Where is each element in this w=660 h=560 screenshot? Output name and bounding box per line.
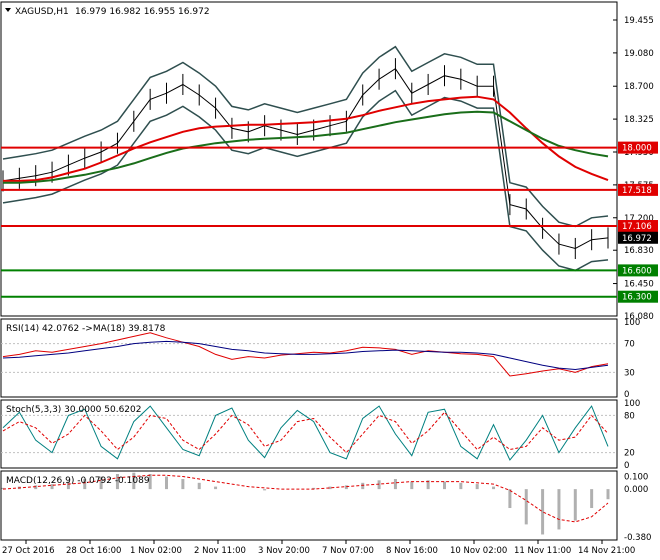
lower-band-line <box>2 89 609 272</box>
x-tick-label: 8 Nov 16:00 <box>386 546 438 556</box>
rsi-tick-label: 100 <box>624 318 640 328</box>
stoch-tick-label: 100 <box>624 399 640 409</box>
x-tick-label: 3 Nov 20:00 <box>258 546 310 556</box>
rsi-plot <box>1 332 617 377</box>
macd-tick-label: 0.100 <box>624 473 648 483</box>
stoch-tick-label: 20 <box>624 449 635 459</box>
level-tag-bg <box>618 220 658 233</box>
collapse-triangle-icon[interactable] <box>5 8 11 12</box>
symbol-label: XAGUSD,H1 <box>15 7 69 17</box>
price-tick-label: 16.830 <box>624 246 654 256</box>
macd-plot <box>1 472 610 535</box>
stoch-tick-label: 80 <box>624 411 635 421</box>
x-tick-label: 10 Nov 02:00 <box>450 546 507 556</box>
macd-signal-line <box>2 474 609 523</box>
price-tick-label: 17.200 <box>624 214 654 224</box>
current-price-tag-bg <box>618 231 658 244</box>
ohlc-readout: 16.979 16.982 16.955 16.972 <box>75 7 210 17</box>
level-tag-label: 17.106 <box>622 222 652 232</box>
price-tick-label: 19.455 <box>624 16 654 26</box>
x-tick-label: 7 Nov 07:00 <box>322 546 374 556</box>
upper-band-line <box>2 45 609 228</box>
level-tag-bg <box>618 141 658 154</box>
price-tick-label: 18.700 <box>624 82 654 92</box>
x-tick-label: 27 Oct 2016 <box>2 546 55 556</box>
rsi-label: RSI(14) 42.0762 ->MA(18) 39.8178 <box>6 324 166 334</box>
price-panel[interactable] <box>0 1 618 317</box>
level-tag-label: 18.000 <box>622 144 652 154</box>
rsi-tick-label: 0 <box>624 390 629 400</box>
stoch-signal-line <box>2 411 609 454</box>
x-tick-label: 14 Nov 21:00 <box>578 546 635 556</box>
macd-tick-label: 0.000 <box>624 485 648 495</box>
x-tick-label: 1 Nov 02:00 <box>130 546 182 556</box>
stoch-panel[interactable] <box>0 399 618 469</box>
price-line <box>2 68 609 250</box>
price-tick-label: 19.080 <box>624 49 654 59</box>
level-tag-label: 17.518 <box>622 186 652 196</box>
level-tag-label: 16.300 <box>622 293 652 303</box>
ma-red-line <box>3 95 609 182</box>
stoch-tick-label: 0 <box>624 461 629 471</box>
rsi-line <box>2 332 609 377</box>
level-tag-bg <box>618 264 658 277</box>
price-tick-label: 18.325 <box>624 115 654 125</box>
rsi-tick-label: 30 <box>624 368 635 378</box>
macd-label: MACD(12,26,9) -0.0792 -0.1089 <box>6 476 150 486</box>
axis-labels: 19.45519.08018.70018.32517.95017.57517.2… <box>2 16 658 556</box>
rsi-panel[interactable] <box>0 318 618 398</box>
level-tag-bg <box>618 290 658 303</box>
rsi-ma-line <box>2 340 609 371</box>
macd-tick-label: -0.380 <box>624 533 651 543</box>
x-tick-label: 2 Nov 11:00 <box>194 546 246 556</box>
x-tick-label: 28 Oct 16:00 <box>66 546 121 556</box>
stoch-plot <box>1 405 617 461</box>
price-tick-label: 16.450 <box>624 280 654 290</box>
level-tag-bg <box>618 183 658 196</box>
price-tick-label: 16.080 <box>624 312 654 322</box>
stoch-main-line <box>2 405 609 461</box>
stoch-label: Stoch(5,3,3) 30.0000 50.6202 <box>6 405 141 415</box>
rsi-tick-label: 70 <box>624 340 635 350</box>
level-tag-label: 16.600 <box>622 266 652 276</box>
price-plot <box>1 19 617 317</box>
x-tick-label: 11 Nov 11:00 <box>514 546 571 556</box>
macd-panel[interactable] <box>0 470 618 541</box>
ma-green-line <box>3 110 609 184</box>
current-price-tag: 16.972 <box>622 234 652 244</box>
